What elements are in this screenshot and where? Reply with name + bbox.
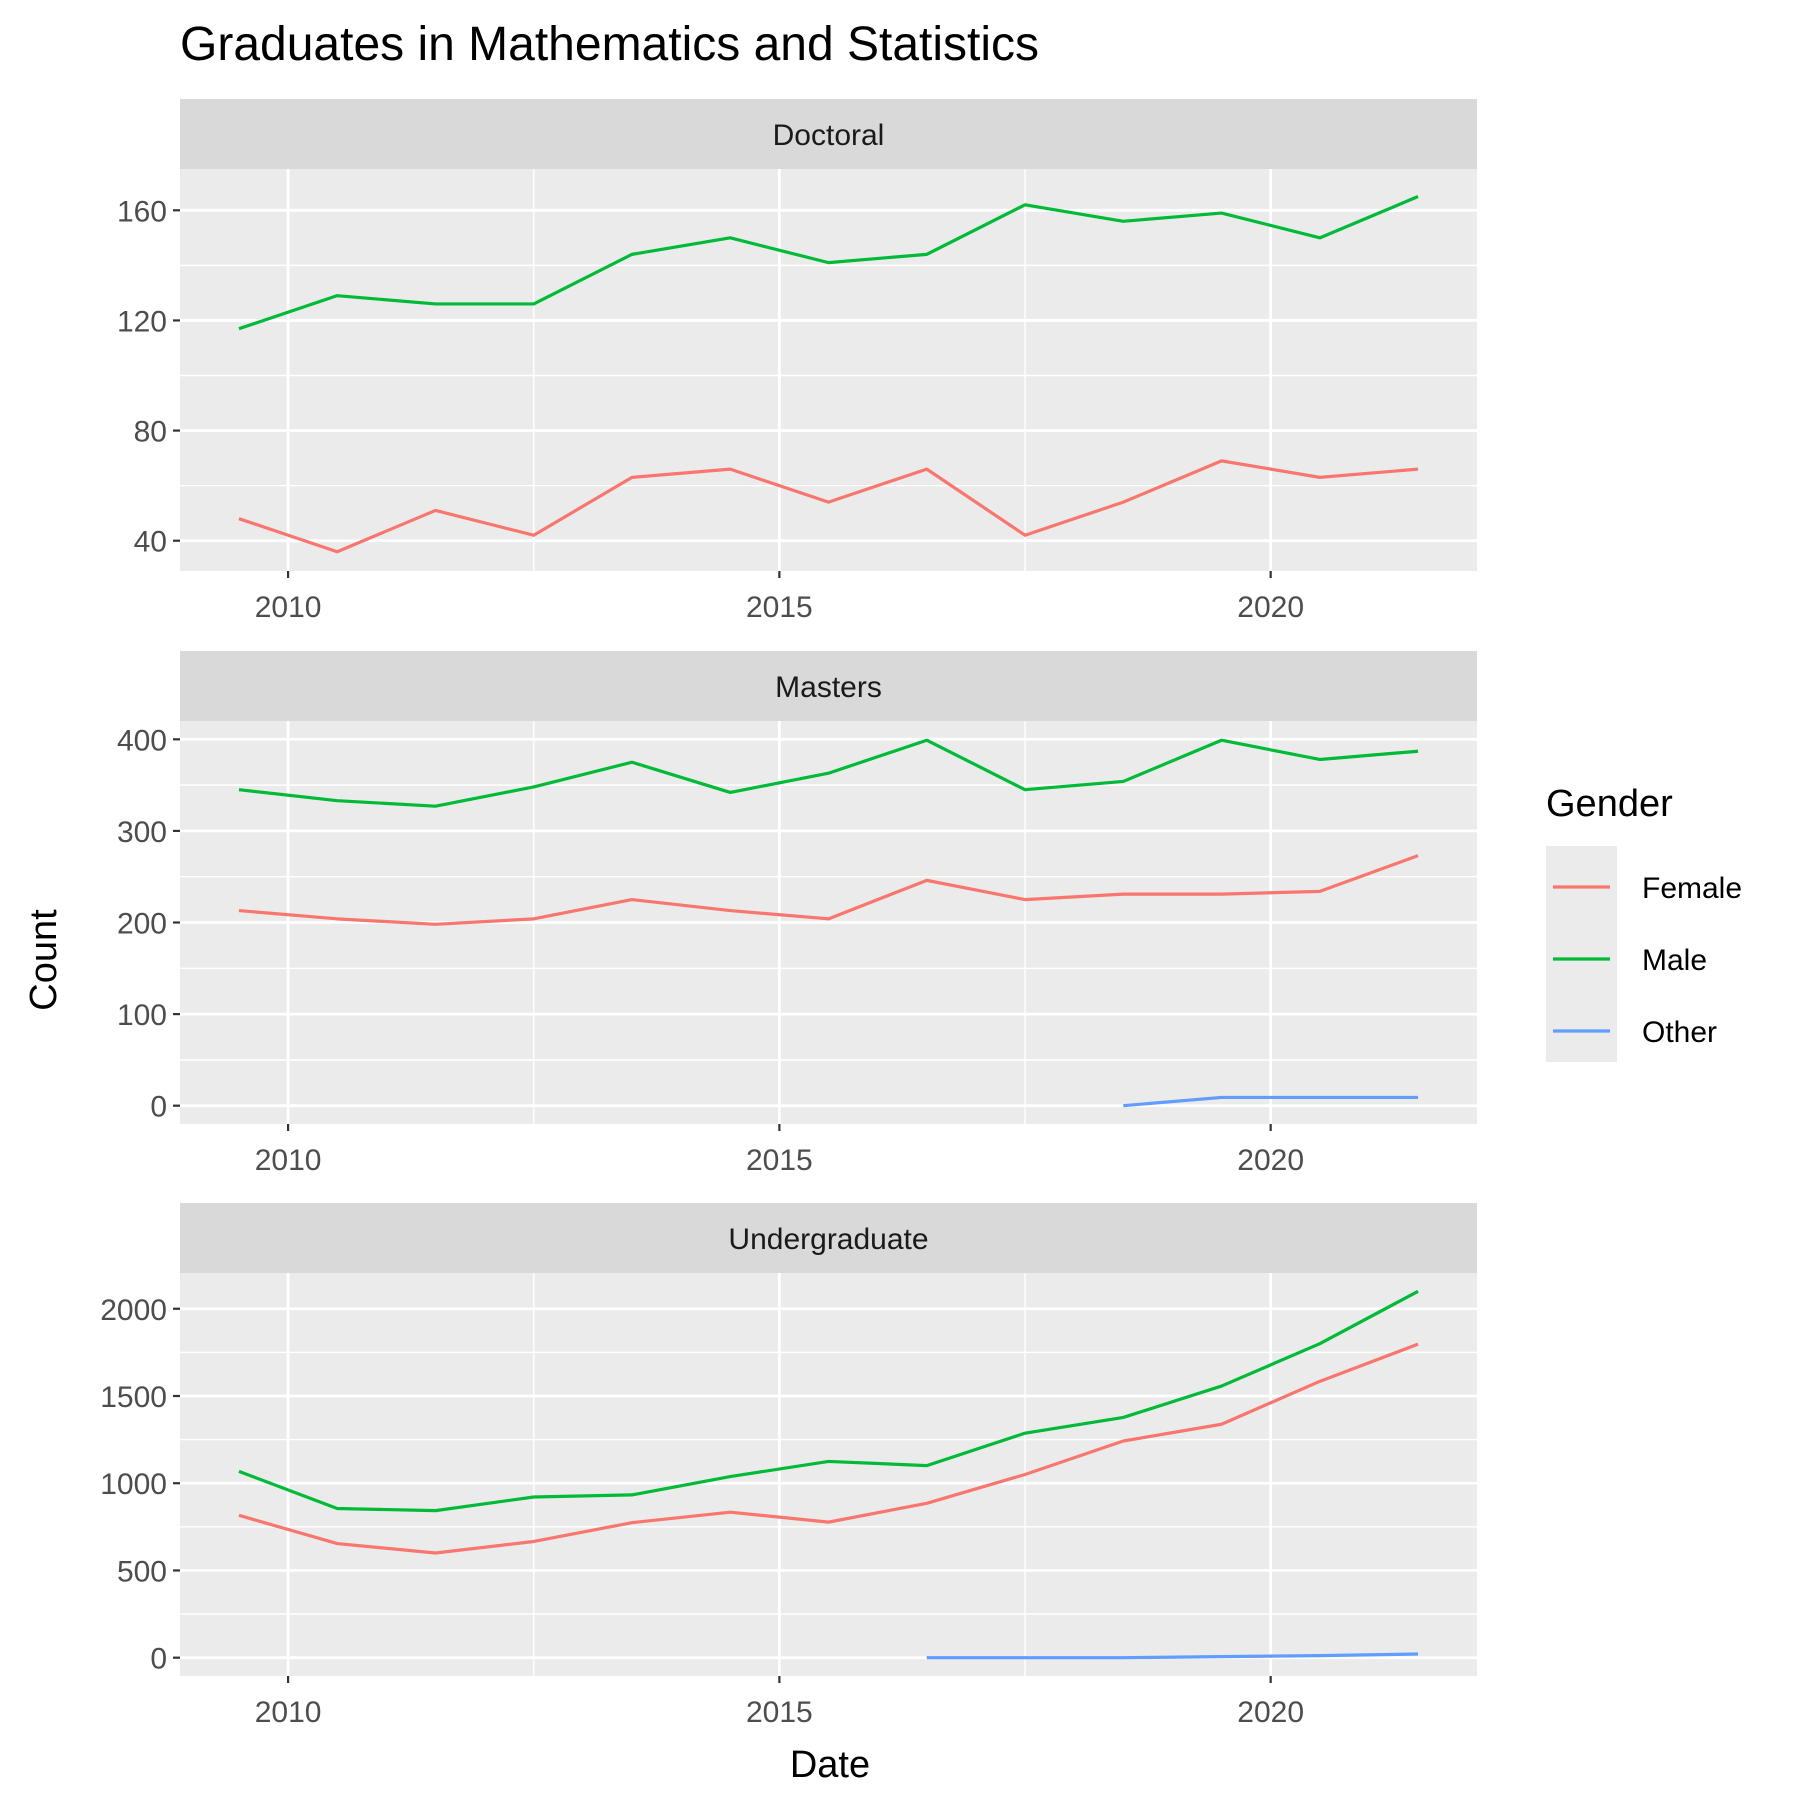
y-tick-label: 200: [117, 908, 167, 941]
panel-undergraduate: Undergraduate 0 500 1000 1500 2000 2010 2015 202…: [100, 1203, 1477, 1729]
panel-background: [180, 169, 1477, 571]
y-tick-label: 0: [150, 1091, 167, 1124]
x-tick-label: 2020: [1237, 1144, 1304, 1177]
legend: Gender Female Male Other: [1546, 783, 1742, 1062]
y-tick-label: 400: [117, 724, 167, 757]
y-tick-label: 300: [117, 816, 167, 849]
panel-masters: Masters 0 100 200 300 400 2010 2015 2020: [117, 651, 1477, 1177]
series-line-male: [238, 1289, 1419, 1513]
facet-strip: [180, 1203, 1477, 1273]
series-line-other: [926, 1652, 1419, 1660]
x-tick-label: 2010: [255, 1696, 322, 1729]
y-tick-label: 100: [117, 999, 167, 1032]
x-tick-label: 2010: [255, 591, 322, 624]
facet-strip-label: Undergraduate: [728, 1223, 928, 1256]
legend-label-male: Male: [1642, 944, 1707, 977]
panel-doctoral: Doctoral 40 80 120 160 2010 2015 2020: [117, 99, 1477, 624]
y-tick-label: 1000: [100, 1468, 167, 1501]
facet-strip-label: Masters: [775, 671, 882, 704]
x-tick-label: 2015: [746, 1144, 813, 1177]
panel-background: [180, 1273, 1477, 1676]
chart-title: Graduates in Mathematics and Statistics: [180, 18, 1039, 71]
series-line-male: [238, 195, 1419, 331]
x-tick-label: 2015: [746, 591, 813, 624]
y-tick-label: 80: [134, 416, 167, 449]
series-line-male: [238, 738, 1419, 808]
x-tick-label: 2020: [1237, 591, 1304, 624]
y-tick-label: 2000: [100, 1294, 167, 1327]
legend-label-female: Female: [1642, 872, 1742, 905]
facet-panels: Doctoral 40 80 120 160 2010 2015 2020 Masters 0 10…: [100, 99, 1477, 1729]
facet-strip: [180, 99, 1477, 169]
legend-title: Gender: [1546, 783, 1673, 825]
series-line-female: [238, 1342, 1419, 1555]
y-axis-title: Count: [23, 909, 65, 1011]
x-tick-label: 2010: [255, 1144, 322, 1177]
series-line-other: [1123, 1095, 1419, 1108]
y-tick-label: 120: [117, 305, 167, 338]
legend-key-background: [1546, 846, 1617, 1062]
y-tick-label: 500: [117, 1555, 167, 1588]
legend-label-other: Other: [1642, 1016, 1717, 1049]
y-tick-label: 1500: [100, 1381, 167, 1414]
facet-strip: [180, 651, 1477, 721]
series-line-female: [238, 854, 1419, 926]
x-tick-label: 2015: [746, 1696, 813, 1729]
y-tick-label: 160: [117, 195, 167, 228]
y-tick-label: 0: [150, 1643, 167, 1676]
x-axis-title: Date: [790, 1744, 870, 1786]
y-tick-label: 40: [134, 526, 167, 559]
series-line-female: [238, 459, 1419, 554]
x-tick-label: 2020: [1237, 1696, 1304, 1729]
facet-strip-label: Doctoral: [773, 119, 885, 152]
